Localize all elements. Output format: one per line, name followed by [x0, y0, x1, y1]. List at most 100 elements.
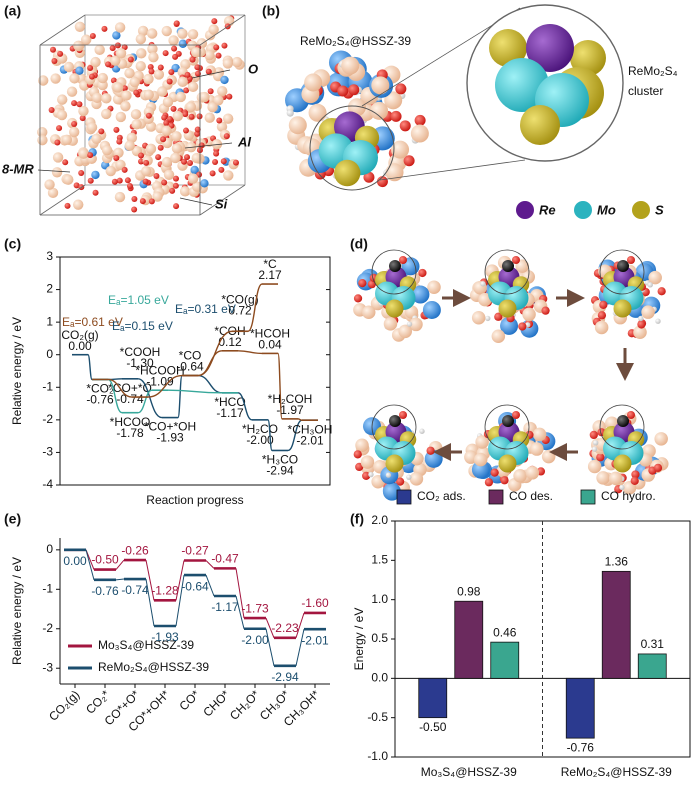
atom: [91, 92, 103, 103]
atom: [599, 300, 608, 309]
legend-swatch: [574, 201, 592, 219]
atom: [52, 152, 64, 163]
atom: [94, 44, 105, 56]
atom: [177, 28, 188, 39]
atom: [112, 31, 121, 40]
atom: [101, 93, 112, 104]
value-label: -1.93: [156, 431, 184, 445]
atom: [348, 84, 360, 96]
annotation: Eₐ=0.31 eV: [175, 302, 236, 316]
atom: [200, 179, 209, 188]
atom: [126, 132, 138, 144]
atom: [500, 316, 519, 335]
connector: [197, 374, 223, 394]
legend-swatch: [632, 201, 650, 219]
atom: [143, 89, 154, 100]
atom: [222, 113, 234, 124]
legend-label: CO des.: [509, 489, 553, 503]
atom: [368, 471, 374, 478]
atom: [627, 256, 635, 264]
atom: [498, 454, 517, 473]
state-label: *CO(g): [221, 292, 258, 306]
atom: [184, 71, 191, 78]
atom: [396, 477, 405, 486]
value-label: -2.00: [246, 433, 274, 447]
y-tick-label: 1.0: [371, 592, 388, 606]
atom: [215, 52, 222, 59]
atom: [199, 91, 210, 103]
atom: [187, 81, 199, 93]
atom: [98, 128, 105, 135]
outline: [379, 159, 526, 181]
value-label: -0.74: [121, 583, 149, 597]
y-axis-label: Energy / eV: [352, 608, 366, 671]
atom: [205, 68, 212, 75]
state-label: *HCOH: [250, 327, 290, 341]
atom: [471, 311, 486, 325]
connector: [145, 559, 155, 601]
value-label: -2.01: [301, 633, 329, 647]
atom: [86, 122, 98, 133]
atom: [161, 114, 168, 121]
connector: [205, 574, 215, 597]
atom: [220, 75, 229, 85]
atom: [172, 182, 179, 189]
atom: [37, 75, 49, 86]
value-label: 0.31: [641, 637, 665, 651]
annotation: Eₐ=0.61 eV: [62, 315, 123, 329]
atom: [587, 459, 602, 474]
y-tick-label: -3: [42, 445, 53, 459]
atom: [57, 94, 68, 105]
atom: [187, 173, 199, 184]
y-tick-label: 1.5: [371, 553, 388, 567]
atom: [382, 482, 401, 501]
charts: -4 -3 -2 -1 0 1 2 3 Relative energy / eV Reaction…: [10, 249, 691, 779]
value-label: -2.23: [271, 621, 299, 635]
atom: [50, 73, 61, 84]
atom: [484, 478, 494, 487]
atom: [213, 95, 224, 106]
atom: [47, 187, 59, 199]
atom-label: Al: [237, 134, 251, 149]
value-label: -0.76: [567, 740, 595, 754]
atom: [196, 113, 203, 120]
y-tick-label: -3: [42, 660, 53, 674]
atom: [126, 183, 133, 190]
state-label: *CO₂: [86, 382, 114, 396]
atom: [213, 150, 220, 157]
atom: [212, 158, 219, 165]
atom: [513, 469, 527, 483]
value-label: -0.50: [419, 720, 447, 734]
atom: [226, 93, 233, 100]
state-label: *C: [263, 257, 277, 271]
atom: [223, 170, 234, 181]
atom: [183, 87, 190, 94]
atom: [223, 133, 230, 140]
value-label: -2.01: [296, 433, 324, 447]
connector: [145, 578, 155, 627]
connector: [205, 560, 215, 569]
legend-label: Mo: [597, 202, 616, 217]
atom: [113, 155, 120, 162]
atom: [101, 25, 108, 32]
atom: [376, 176, 388, 188]
atom: [341, 56, 360, 75]
x-axis-label: Reaction progress: [146, 493, 243, 507]
illustrations: Re Mo S: [37, 4, 669, 501]
atom: [383, 317, 398, 331]
atom: [608, 471, 623, 486]
state-label: *HCO: [214, 395, 245, 409]
atom: [91, 170, 100, 180]
bar: [490, 641, 520, 679]
atom: [194, 126, 201, 133]
atom: [124, 177, 131, 184]
atom: [653, 463, 663, 472]
legend-label: ReMo₂S₄@HSSZ-39: [98, 660, 209, 674]
atom: [161, 179, 168, 186]
atom: [541, 449, 556, 464]
atom: [92, 189, 99, 196]
atom: [148, 52, 159, 63]
atom: [627, 411, 635, 419]
state-label: *CH₃OH: [288, 422, 333, 436]
atom: [502, 260, 514, 272]
